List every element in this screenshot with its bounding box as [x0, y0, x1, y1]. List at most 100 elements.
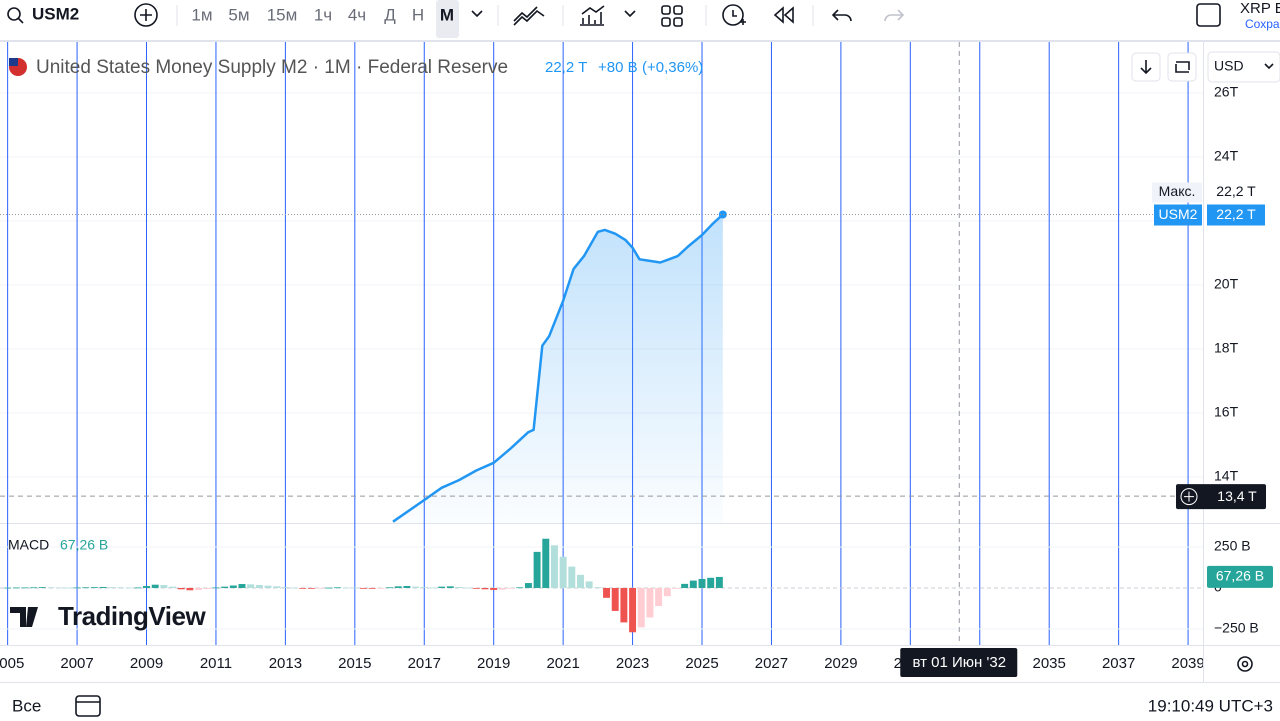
macd-value-tag — [1207, 565, 1273, 588]
logo: TradingView — [58, 601, 206, 631]
currency-select[interactable] — [1207, 51, 1280, 83]
macd-bar — [637, 587, 645, 628]
crosshair-price-tag — [1176, 484, 1266, 510]
macd-bar — [143, 586, 150, 588]
macd-bar — [4, 587, 12, 589]
axis-settings[interactable] — [1237, 656, 1253, 672]
layouts[interactable] — [661, 5, 671, 15]
price-tick-label: 24T — [1214, 148, 1239, 164]
macd-bar — [620, 587, 628, 623]
max-tag — [1152, 182, 1202, 203]
macd-bar — [125, 587, 133, 589]
macd-bar — [438, 586, 446, 588]
macd-bar — [195, 587, 203, 590]
macd-bar — [559, 556, 567, 588]
price-line — [392, 213, 724, 523]
time-tick-label: 2027 — [755, 655, 788, 672]
macd-bar — [472, 587, 480, 589]
macd-bar — [490, 587, 498, 590]
crosshair-add[interactable] — [1180, 488, 1198, 506]
time-tick-label: 2025 — [685, 655, 718, 672]
macd-bar — [516, 587, 524, 589]
interval-button[interactable]: 4ч — [348, 5, 366, 24]
macd-bar — [186, 587, 194, 591]
account[interactable]: XRP E — [1240, 0, 1280, 17]
time-tick-label: 2037 — [1102, 655, 1135, 672]
time-tick-label: 2023 — [616, 655, 649, 672]
macd-bar — [446, 586, 454, 588]
macd-bar — [524, 583, 532, 588]
interval-button[interactable]: Д — [384, 5, 396, 24]
symbol-tag-label: USM2 — [1159, 206, 1198, 222]
macd-bar — [663, 587, 671, 597]
max-tag-label: Макс. — [1159, 183, 1196, 199]
price-tick-label: 26T — [1214, 84, 1239, 100]
macd-bar — [108, 587, 116, 588]
time-tick-label: 2019 — [477, 655, 510, 672]
crosshair-date-tag — [900, 648, 1018, 677]
macd-bar — [403, 586, 411, 588]
alert[interactable] — [722, 4, 744, 26]
macd-bar — [255, 585, 263, 588]
search-icon[interactable] — [7, 7, 21, 21]
chart-style[interactable] — [513, 6, 545, 26]
macd-bar — [212, 587, 220, 589]
interval-button[interactable]: 5м — [228, 5, 249, 24]
macd-bar — [160, 585, 168, 588]
macd-bar — [333, 587, 341, 589]
macd-bar — [412, 586, 420, 588]
macd-bar — [203, 587, 211, 589]
legend-title: United States Money Supply M2 · 1M · Fed… — [36, 57, 508, 78]
symbol[interactable]: USM2 — [32, 4, 79, 23]
macd-bar — [38, 587, 46, 588]
reset-button[interactable] — [1167, 52, 1197, 82]
macd-bar — [169, 586, 177, 588]
macd-bar — [90, 587, 98, 588]
interval-button[interactable]: М — [440, 5, 454, 24]
macd-bar — [646, 587, 654, 618]
add-symbol[interactable] — [134, 3, 158, 27]
macd-bar — [264, 585, 272, 588]
interval-button[interactable]: 1ч — [314, 5, 332, 24]
time-tick-label: 2009 — [130, 655, 163, 672]
area-fill — [393, 214, 723, 523]
macd-bar — [394, 586, 402, 588]
macd-bar — [377, 587, 385, 589]
interval-button[interactable]: 1м — [191, 5, 212, 24]
last-value-tag — [1207, 204, 1265, 226]
undo[interactable] — [831, 9, 852, 22]
range-button[interactable]: Все — [12, 696, 41, 715]
legend-change-pct: (+0,36%) — [642, 59, 703, 76]
interval-button[interactable]: 15м — [267, 5, 298, 24]
save-button[interactable]: Сохра — [1245, 17, 1280, 31]
time-tick-label: 2039 — [1171, 655, 1204, 672]
macd-bar — [655, 587, 663, 607]
last-value-label: 22,2 T — [1216, 206, 1256, 222]
time-tick-label: 2005 — [0, 655, 24, 672]
macd-bar — [585, 581, 593, 588]
macd-bar — [420, 587, 428, 588]
macd-bar — [689, 580, 697, 588]
replay[interactable] — [773, 6, 794, 24]
date-range[interactable] — [75, 695, 101, 717]
interval-button[interactable]: Н — [412, 5, 424, 24]
macd-bar — [316, 587, 324, 589]
indicators[interactable] — [580, 5, 605, 26]
macd-bar — [550, 545, 558, 588]
macd-bar — [707, 577, 715, 588]
time-tick-label: 2011 — [200, 655, 232, 672]
macd-bar — [594, 587, 602, 588]
macd-bar — [281, 587, 289, 588]
interval-menu[interactable] — [471, 10, 483, 18]
fullscreen[interactable] — [1196, 3, 1221, 27]
redo[interactable] — [884, 9, 905, 22]
time-tick-label: 2015 — [338, 655, 371, 672]
time-tick-label: 2021 — [546, 655, 579, 672]
macd-bar — [12, 587, 20, 589]
time-tick-label: 2035 — [1033, 655, 1066, 672]
clock: 19:10:49 UTC+3 — [1148, 696, 1273, 715]
macd-tick-label: −250 B — [1214, 620, 1259, 636]
macd-bar — [568, 566, 576, 588]
macd-bar — [47, 587, 55, 589]
